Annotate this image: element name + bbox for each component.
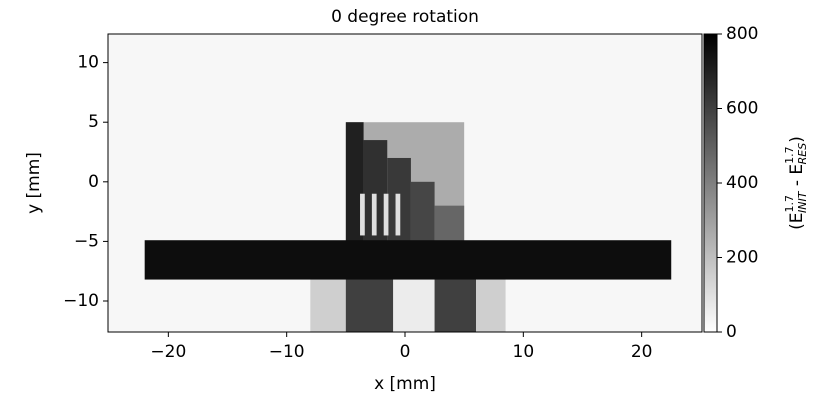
heat-region — [360, 193, 365, 236]
x-tick-label: 10 — [513, 342, 535, 362]
y-tick-label: −10 — [63, 291, 99, 311]
y-tick-label: 0 — [88, 172, 99, 192]
heat-region — [395, 193, 401, 236]
heat-region — [371, 193, 377, 236]
label-part: (E — [787, 212, 807, 229]
heat-region — [410, 181, 435, 242]
y-axis-label: y [mm] — [24, 152, 44, 214]
colorbar-label: (E1.7INIT - E1.7RES) — [783, 136, 809, 230]
heat-region — [144, 240, 672, 280]
heat-region — [434, 277, 476, 332]
label-part: ) — [787, 136, 807, 143]
x-tick-label: 20 — [631, 342, 653, 362]
colorbar-tick-label: 400 — [726, 173, 758, 193]
y-tick-label: 5 — [88, 112, 99, 132]
label-sub: INIT — [796, 190, 809, 213]
x-tick-label: −10 — [269, 342, 305, 362]
heat-region — [345, 122, 364, 242]
heat-region — [434, 205, 465, 242]
colorbar-tick-label: 200 — [726, 248, 758, 268]
y-tick-label: 10 — [77, 53, 99, 73]
heat-region — [345, 277, 394, 332]
label-sup: 1.7 — [783, 195, 796, 213]
heat-region — [393, 277, 435, 332]
colorbar-tick-label: 600 — [726, 99, 758, 119]
colorbar-tick-label: 0 — [726, 322, 737, 342]
heat-region — [383, 193, 389, 236]
colorbar-tick-label: 800 — [726, 24, 758, 44]
x-axis-label: x [mm] — [374, 374, 436, 394]
label-sup: 1.7 — [783, 146, 796, 164]
heat-region — [363, 140, 388, 242]
label-sub: RES — [796, 143, 809, 165]
x-tick-label: −20 — [150, 342, 186, 362]
colorbar — [703, 33, 718, 333]
x-tick-label: 0 — [400, 342, 411, 362]
y-tick-label: −5 — [74, 231, 99, 251]
chart-title: 0 degree rotation — [331, 7, 479, 27]
label-part: - E — [787, 164, 807, 192]
